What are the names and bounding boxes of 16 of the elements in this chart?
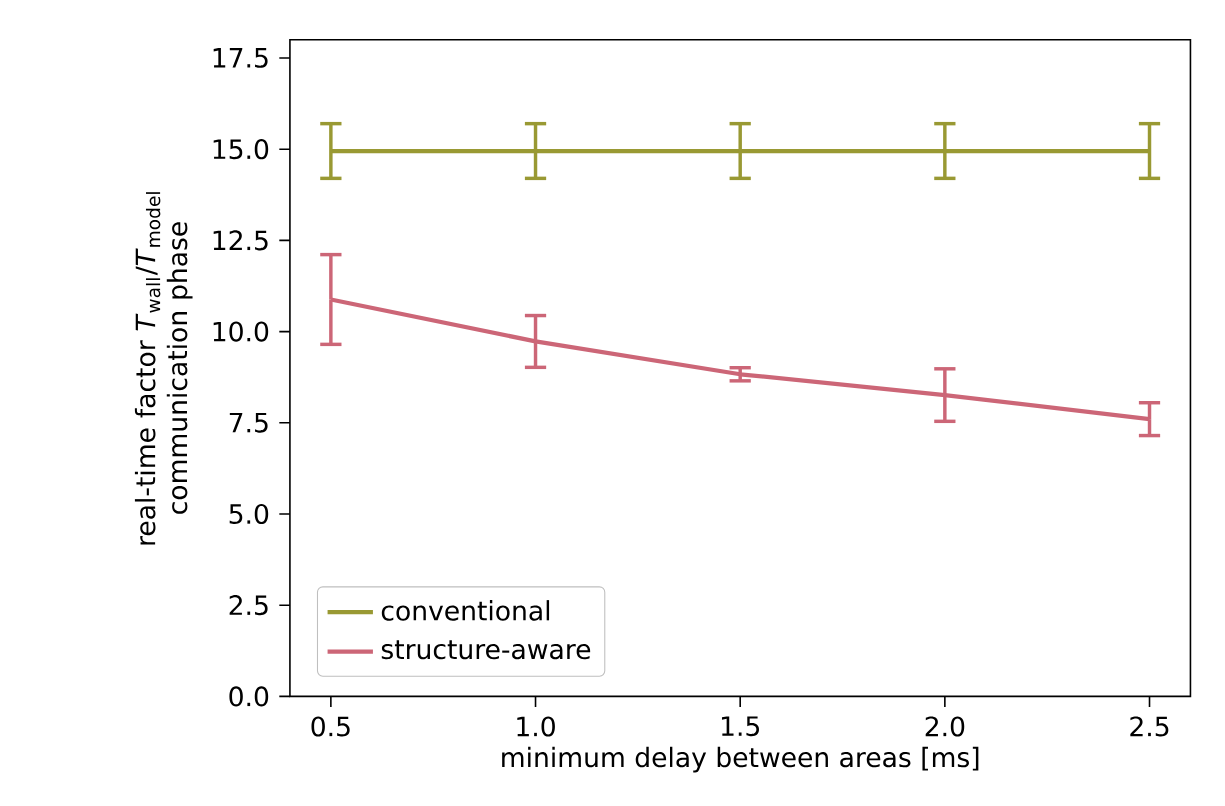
x-tick-label: 0.5 (311, 716, 350, 737)
y-tick-label: 5.0 (229, 503, 269, 524)
x-axis-title: minimum delay between areas [ms] (502, 746, 979, 773)
y-tick-label: 7.5 (229, 412, 268, 433)
y-tick-label: 2.5 (229, 594, 268, 616)
legend-label: structure-aware (381, 640, 591, 660)
x-tick-label: 1.0 (517, 716, 555, 737)
y-tick-label: 10.0 (213, 321, 269, 342)
x-tick-label: 1.5 (721, 716, 759, 736)
y-tick-label: 15.0 (213, 138, 269, 160)
y-tick-label: 12.5 (213, 230, 268, 251)
y-tick-label: 0.0 (229, 686, 269, 707)
y-tick-label: 17.5 (213, 47, 268, 68)
x-tick-label: 2.0 (925, 716, 965, 737)
x-tick-label: 2.5 (1130, 716, 1169, 737)
legend-label: conventional (381, 599, 550, 621)
